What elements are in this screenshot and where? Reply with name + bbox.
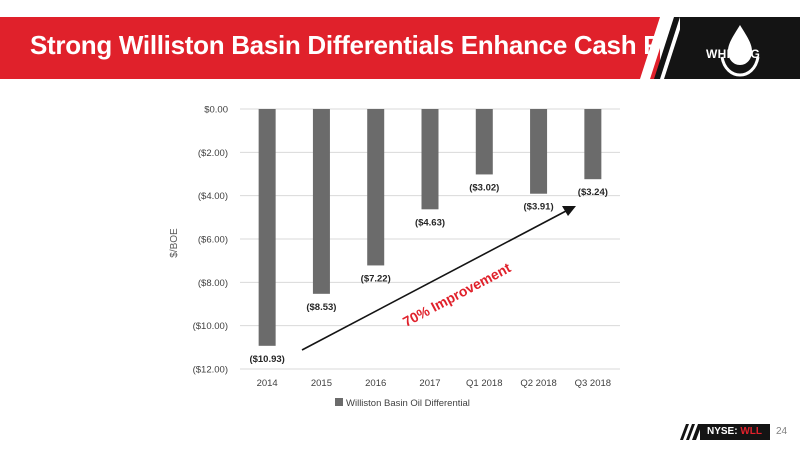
data-label: ($3.02) [469, 182, 499, 193]
bar [475, 109, 493, 175]
x-tick-label: 2015 [311, 378, 332, 389]
data-label: ($10.93) [249, 354, 284, 365]
y-axis-label: $/BOE [169, 228, 180, 258]
x-tick-label: Q1 2018 [466, 378, 502, 389]
y-tick-label: ($8.00) [198, 278, 228, 289]
ticker-symbol: WLL [740, 426, 762, 437]
annotation-text: 70% Improvement [400, 259, 514, 330]
bar [421, 109, 439, 210]
stock-ticker: NYSE: WLL [707, 426, 762, 437]
bar [584, 109, 602, 180]
ticker-prefix: NYSE: [707, 426, 738, 437]
header-red-band: Strong Williston Basin Differentials Enh… [0, 17, 702, 79]
y-tick-labels: $0.00 ($2.00) ($4.00) ($6.00) ($8.00) ($10.00… [193, 105, 228, 376]
data-label: ($4.63) [415, 217, 445, 228]
legend-label: Williston Basin Oil Differential [346, 398, 470, 409]
bar [312, 109, 330, 294]
x-tick-label: Q2 2018 [520, 378, 556, 389]
page-title: Strong Williston Basin Differentials Enh… [30, 30, 702, 60]
legend-swatch [335, 398, 343, 406]
y-tick-label: ($2.00) [198, 148, 228, 159]
data-label: ($3.24) [578, 187, 608, 198]
y-tick-label: $0.00 [204, 105, 228, 116]
whiting-logo-icon [720, 25, 760, 77]
footer-stripes [680, 424, 702, 440]
brand-logo-text: WHITING [706, 47, 761, 61]
header-banner: Strong Williston Basin Differentials Enh… [0, 17, 800, 79]
x-tick-label: 2016 [365, 378, 386, 389]
y-tick-label: ($10.00) [193, 321, 228, 332]
data-label: ($8.53) [306, 302, 336, 313]
page-number: 24 [776, 426, 788, 437]
x-tick-label: Q3 2018 [575, 378, 611, 389]
x-tick-label: 2017 [419, 378, 440, 389]
x-tick-label: 2014 [257, 378, 278, 389]
x-tick-labels: 2014 2015 2016 2017 Q1 2018 Q2 2018 Q3 2018 [257, 378, 612, 389]
bar [258, 109, 276, 346]
bar [530, 109, 548, 194]
improvement-arrow [301, 206, 576, 351]
y-tick-label: ($12.00) [193, 365, 228, 376]
footer-ticker-bar [700, 424, 770, 440]
gridlines [240, 108, 620, 370]
legend: Williston Basin Oil Differential [335, 398, 470, 409]
data-labels: ($10.93) ($8.53) ($7.22) ($4.63) ($3.02) ($3.… [249, 182, 607, 364]
data-label: ($3.91) [524, 202, 554, 213]
y-tick-label: ($4.00) [198, 191, 228, 202]
y-tick-label: ($6.00) [198, 235, 228, 246]
bars [258, 109, 602, 346]
data-label: ($7.22) [361, 273, 391, 284]
bar [367, 109, 385, 266]
